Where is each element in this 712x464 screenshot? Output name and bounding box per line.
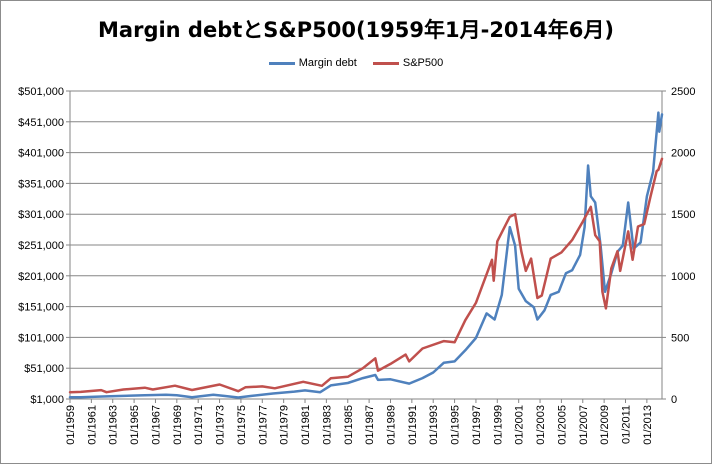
left-axis-tick-label: $251,000 xyxy=(18,240,64,252)
legend-item-sp500: S&P500 xyxy=(372,57,444,69)
legend-label-margin-debt: Margin debt xyxy=(298,57,357,69)
x-axis-tick-label: 01/1985 xyxy=(343,405,355,445)
right-axis-tick-label: 1000 xyxy=(671,271,695,283)
x-axis-tick-label: 01/1963 xyxy=(108,405,120,445)
x-axis-tick-label: 01/2001 xyxy=(514,405,526,445)
legend: Margin debt S&P500 xyxy=(0,57,712,69)
left-axis-tick-label: $101,000 xyxy=(18,332,64,344)
x-axis-tick-label: 01/1987 xyxy=(364,405,376,445)
x-axis-tick-label: 01/2007 xyxy=(578,405,590,445)
x-axis-tick-label: 01/1979 xyxy=(279,405,291,445)
x-axis-tick-label: 01/1995 xyxy=(450,405,462,445)
x-axis-tick-label: 01/1959 xyxy=(65,405,77,445)
left-axis-tick-label: $351,000 xyxy=(18,178,64,190)
x-axis-tick-label: 01/1993 xyxy=(428,405,440,445)
x-axis-tick-label: 01/1967 xyxy=(150,405,162,445)
left-axis-tick-label: $501,000 xyxy=(18,86,64,98)
legend-swatch-sp500 xyxy=(372,61,399,65)
x-axis-tick-label: 01/2005 xyxy=(556,405,568,445)
right-axis-tick-label: 2500 xyxy=(671,86,695,98)
left-axis-tick-label: $401,000 xyxy=(18,148,64,160)
x-axis-tick-label: 01/1965 xyxy=(129,405,141,445)
x-axis-tick-label: 01/2013 xyxy=(642,405,654,445)
left-axis-tick-label: $51,000 xyxy=(24,363,64,375)
series-line-sp500 xyxy=(68,157,664,394)
right-axis-tick-label: 500 xyxy=(671,332,689,344)
x-axis-tick-label: 01/1981 xyxy=(300,405,312,445)
x-axis-tick-label: 01/1973 xyxy=(215,405,227,445)
x-axis-tick-label: 01/1969 xyxy=(172,405,184,445)
x-axis-tick-label: 01/1997 xyxy=(471,405,483,445)
legend-item-margin-debt: Margin debt xyxy=(268,57,357,69)
left-axis-tick-label: $201,000 xyxy=(18,271,64,283)
left-axis-tick-label: $451,000 xyxy=(18,117,64,129)
x-axis-tick-label: 01/1989 xyxy=(385,405,397,445)
x-axis-tick-label: 01/2011 xyxy=(621,405,633,444)
legend-label-sp500: S&P500 xyxy=(402,57,444,69)
x-axis-tick-label: 01/1975 xyxy=(236,405,248,445)
legend-swatch-margin-debt xyxy=(268,61,295,65)
left-axis-tick-label: $151,000 xyxy=(18,302,64,314)
left-axis-tick-label: $1,000 xyxy=(30,394,64,406)
x-axis-tick-label: 01/1971 xyxy=(193,405,205,445)
x-axis-tick-label: 01/2003 xyxy=(535,405,547,445)
x-axis-tick-label: 01/1977 xyxy=(257,405,269,445)
chart-title: Margin debtとS&P500(1959年1月-2014年6月) xyxy=(98,18,614,42)
x-axis-tick-label: 01/1991 xyxy=(407,405,419,445)
right-axis-tick-label: 2000 xyxy=(671,148,695,160)
x-axis-tick-label: 01/1961 xyxy=(86,405,98,445)
right-axis-tick-label: 0 xyxy=(671,394,677,406)
x-axis-tick-label: 01/2009 xyxy=(599,405,611,445)
left-axis-tick-label: $301,000 xyxy=(18,209,64,221)
x-axis-tick-label: 01/1983 xyxy=(321,405,333,445)
right-axis-tick-label: 1500 xyxy=(671,209,695,221)
x-axis-tick-label: 01/1999 xyxy=(492,405,504,445)
